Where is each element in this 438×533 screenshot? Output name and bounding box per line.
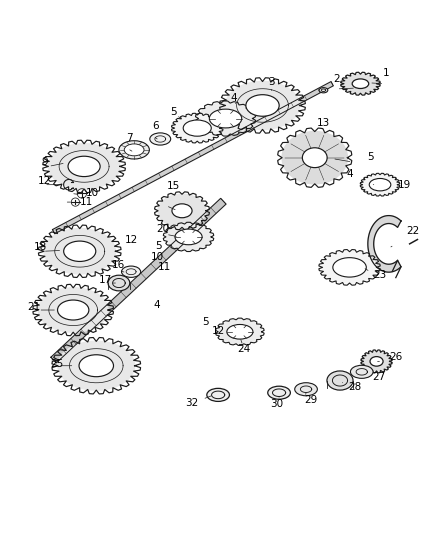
Ellipse shape	[207, 389, 230, 401]
Ellipse shape	[369, 179, 391, 191]
Ellipse shape	[209, 109, 242, 128]
Ellipse shape	[68, 156, 100, 176]
Polygon shape	[175, 115, 220, 141]
Ellipse shape	[350, 365, 373, 378]
Text: 12: 12	[124, 235, 138, 245]
Ellipse shape	[352, 79, 369, 88]
Text: 9: 9	[42, 157, 48, 167]
Ellipse shape	[175, 229, 202, 245]
Ellipse shape	[64, 241, 96, 262]
Polygon shape	[226, 82, 300, 130]
Text: 28: 28	[349, 382, 362, 392]
Ellipse shape	[302, 148, 327, 167]
Polygon shape	[58, 341, 134, 390]
Text: 2: 2	[333, 75, 340, 84]
Polygon shape	[39, 288, 108, 332]
Text: 32: 32	[185, 398, 199, 408]
Ellipse shape	[108, 275, 130, 291]
Text: 12: 12	[38, 176, 52, 186]
Polygon shape	[51, 198, 226, 363]
Polygon shape	[158, 194, 206, 228]
Text: 25: 25	[50, 359, 64, 368]
Text: 16: 16	[111, 260, 125, 270]
Ellipse shape	[150, 133, 171, 145]
Polygon shape	[368, 215, 401, 272]
Ellipse shape	[124, 144, 144, 156]
Ellipse shape	[319, 87, 328, 93]
Polygon shape	[198, 103, 253, 134]
Ellipse shape	[246, 95, 279, 116]
Ellipse shape	[295, 383, 318, 396]
Text: 12: 12	[212, 326, 225, 336]
Text: 26: 26	[389, 352, 403, 362]
Text: 27: 27	[373, 372, 386, 382]
Polygon shape	[44, 229, 116, 274]
Text: 13: 13	[317, 118, 330, 128]
Ellipse shape	[370, 357, 383, 366]
Text: 19: 19	[397, 180, 410, 190]
Text: 18: 18	[34, 242, 47, 252]
Ellipse shape	[268, 386, 290, 399]
Text: 23: 23	[374, 270, 387, 280]
Text: 7: 7	[127, 133, 133, 143]
Ellipse shape	[227, 325, 253, 339]
Ellipse shape	[79, 355, 113, 377]
Ellipse shape	[183, 120, 211, 136]
Polygon shape	[363, 175, 397, 195]
Ellipse shape	[119, 141, 149, 159]
Ellipse shape	[333, 257, 366, 277]
Text: 20: 20	[156, 224, 169, 234]
Polygon shape	[344, 74, 377, 93]
Text: 29: 29	[304, 395, 317, 405]
Ellipse shape	[327, 371, 353, 390]
Text: 5: 5	[367, 152, 374, 162]
Text: 17: 17	[99, 274, 113, 285]
Text: 3: 3	[268, 77, 275, 86]
Polygon shape	[48, 144, 120, 189]
Text: 10: 10	[151, 252, 164, 262]
Text: 30: 30	[270, 399, 283, 409]
Text: 5: 5	[170, 107, 177, 117]
Text: 6: 6	[152, 121, 159, 131]
Polygon shape	[166, 224, 211, 250]
Text: 5: 5	[155, 240, 161, 251]
Polygon shape	[364, 352, 390, 371]
Text: 24: 24	[238, 344, 251, 354]
Text: 4: 4	[231, 93, 237, 103]
Text: 15: 15	[167, 181, 180, 191]
Text: 4: 4	[346, 169, 353, 179]
Text: 22: 22	[406, 226, 419, 236]
Polygon shape	[53, 82, 333, 234]
Ellipse shape	[172, 204, 192, 218]
Text: 10: 10	[86, 188, 99, 198]
Polygon shape	[282, 132, 347, 184]
Polygon shape	[322, 252, 377, 283]
Ellipse shape	[121, 266, 141, 277]
Text: 21: 21	[28, 302, 41, 312]
Polygon shape	[218, 320, 261, 344]
Text: 11: 11	[80, 197, 93, 207]
Text: 1: 1	[383, 68, 390, 78]
Ellipse shape	[57, 300, 89, 320]
Text: 5: 5	[202, 317, 208, 327]
Text: 11: 11	[158, 262, 171, 271]
Text: 4: 4	[154, 300, 160, 310]
